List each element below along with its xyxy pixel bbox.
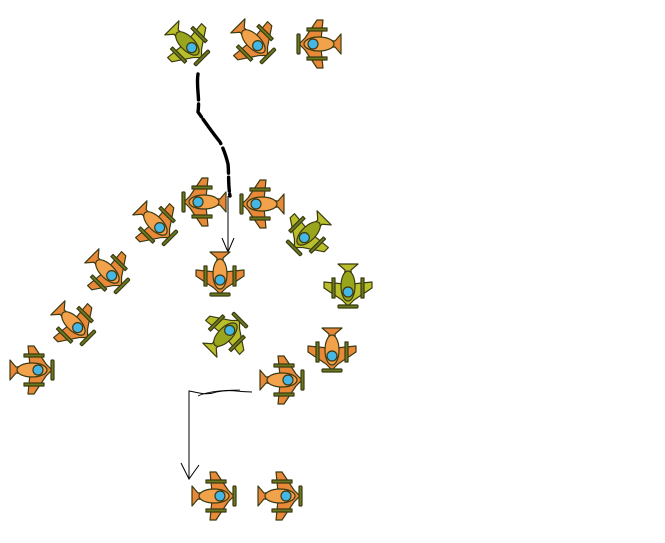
orange-fighter-icon [50, 300, 97, 347]
fighter-sprite-top-3 [295, 18, 347, 70]
olive-fighter-icon [202, 311, 249, 358]
fighter-sprite-ring-1 [180, 176, 232, 228]
orange-fighter-icon [132, 200, 179, 247]
olive-fighter-icon [323, 263, 373, 309]
fighter-sprite-left-4 [4, 344, 56, 396]
olive-fighter-icon [164, 20, 211, 67]
fighter-sprite-bottom-2 [252, 470, 304, 522]
fighter-sprite-center-2 [198, 310, 250, 362]
thin-drawn-path [188, 390, 253, 478]
fighter-sprite-top-2 [226, 14, 278, 66]
fighter-sprite-top-1 [160, 16, 212, 68]
thin-drawn-path-loop [197, 389, 241, 397]
orange-fighter-icon [259, 355, 305, 405]
fighter-sprite-ring-5 [306, 322, 358, 374]
orange-fighter-icon [230, 18, 277, 65]
orange-fighter-icon [195, 251, 245, 297]
orange-fighter-icon [239, 179, 285, 229]
orange-fighter-icon [307, 327, 357, 373]
orange-fighter-icon [191, 471, 237, 521]
fighter-sprite-ring-2 [238, 178, 290, 230]
fighter-sprite-bottom-1 [186, 470, 238, 522]
fighter-sprite-ring-4 [322, 258, 374, 310]
fighter-sprite-left-3 [46, 296, 98, 348]
orange-fighter-icon [296, 19, 342, 69]
orange-fighter-icon [181, 177, 227, 227]
fighter-sprite-left-1 [128, 196, 180, 248]
orange-fighter-icon [9, 345, 55, 395]
orange-fighter-icon [257, 471, 303, 521]
fighter-sprite-left-2 [80, 244, 132, 296]
orange-fighter-icon [84, 248, 131, 295]
fighter-sprite-ring-6 [254, 354, 306, 406]
fighter-sprite-ring-3 [284, 206, 336, 258]
olive-fighter-icon [285, 210, 332, 257]
fighter-sprite-center-1 [194, 246, 246, 298]
